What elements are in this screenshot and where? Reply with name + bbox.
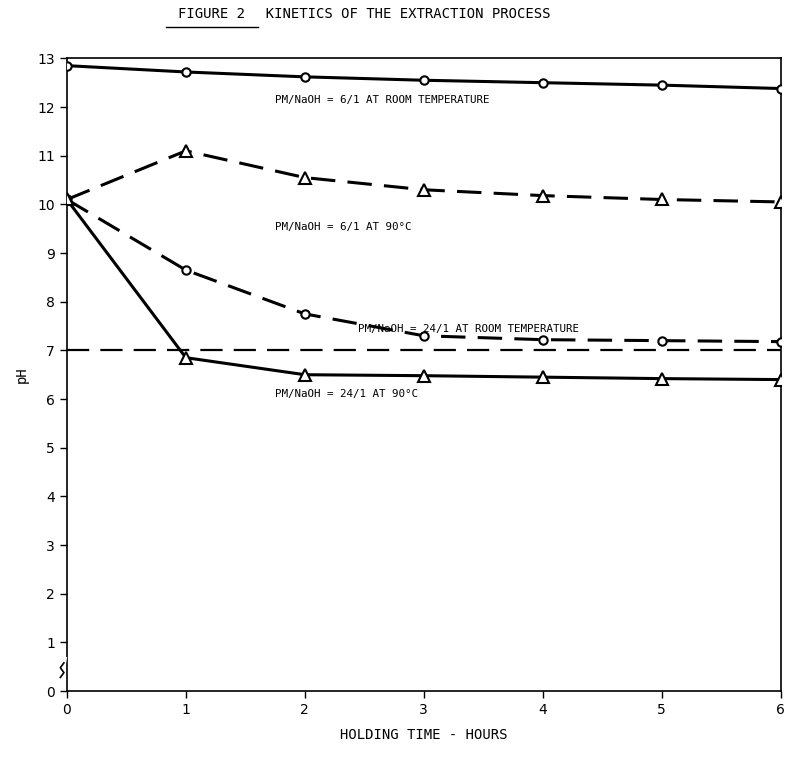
Text: PM/NaOH = 24/1 AT ROOM TEMPERATURE: PM/NaOH = 24/1 AT ROOM TEMPERATURE [358,324,579,334]
Y-axis label: pH: pH [15,366,29,383]
Text: PM/NaOH = 6/1 AT 90°C: PM/NaOH = 6/1 AT 90°C [275,222,411,232]
Text: PM/NaOH = 6/1 AT ROOM TEMPERATURE: PM/NaOH = 6/1 AT ROOM TEMPERATURE [275,95,490,105]
Text: FIGURE 2: FIGURE 2 [178,8,245,21]
Text: KINETICS OF THE EXTRACTION PROCESS: KINETICS OF THE EXTRACTION PROCESS [250,8,550,21]
X-axis label: HOLDING TIME - HOURS: HOLDING TIME - HOURS [340,728,507,742]
Text: PM/NaOH = 24/1 AT 90°C: PM/NaOH = 24/1 AT 90°C [275,388,418,399]
